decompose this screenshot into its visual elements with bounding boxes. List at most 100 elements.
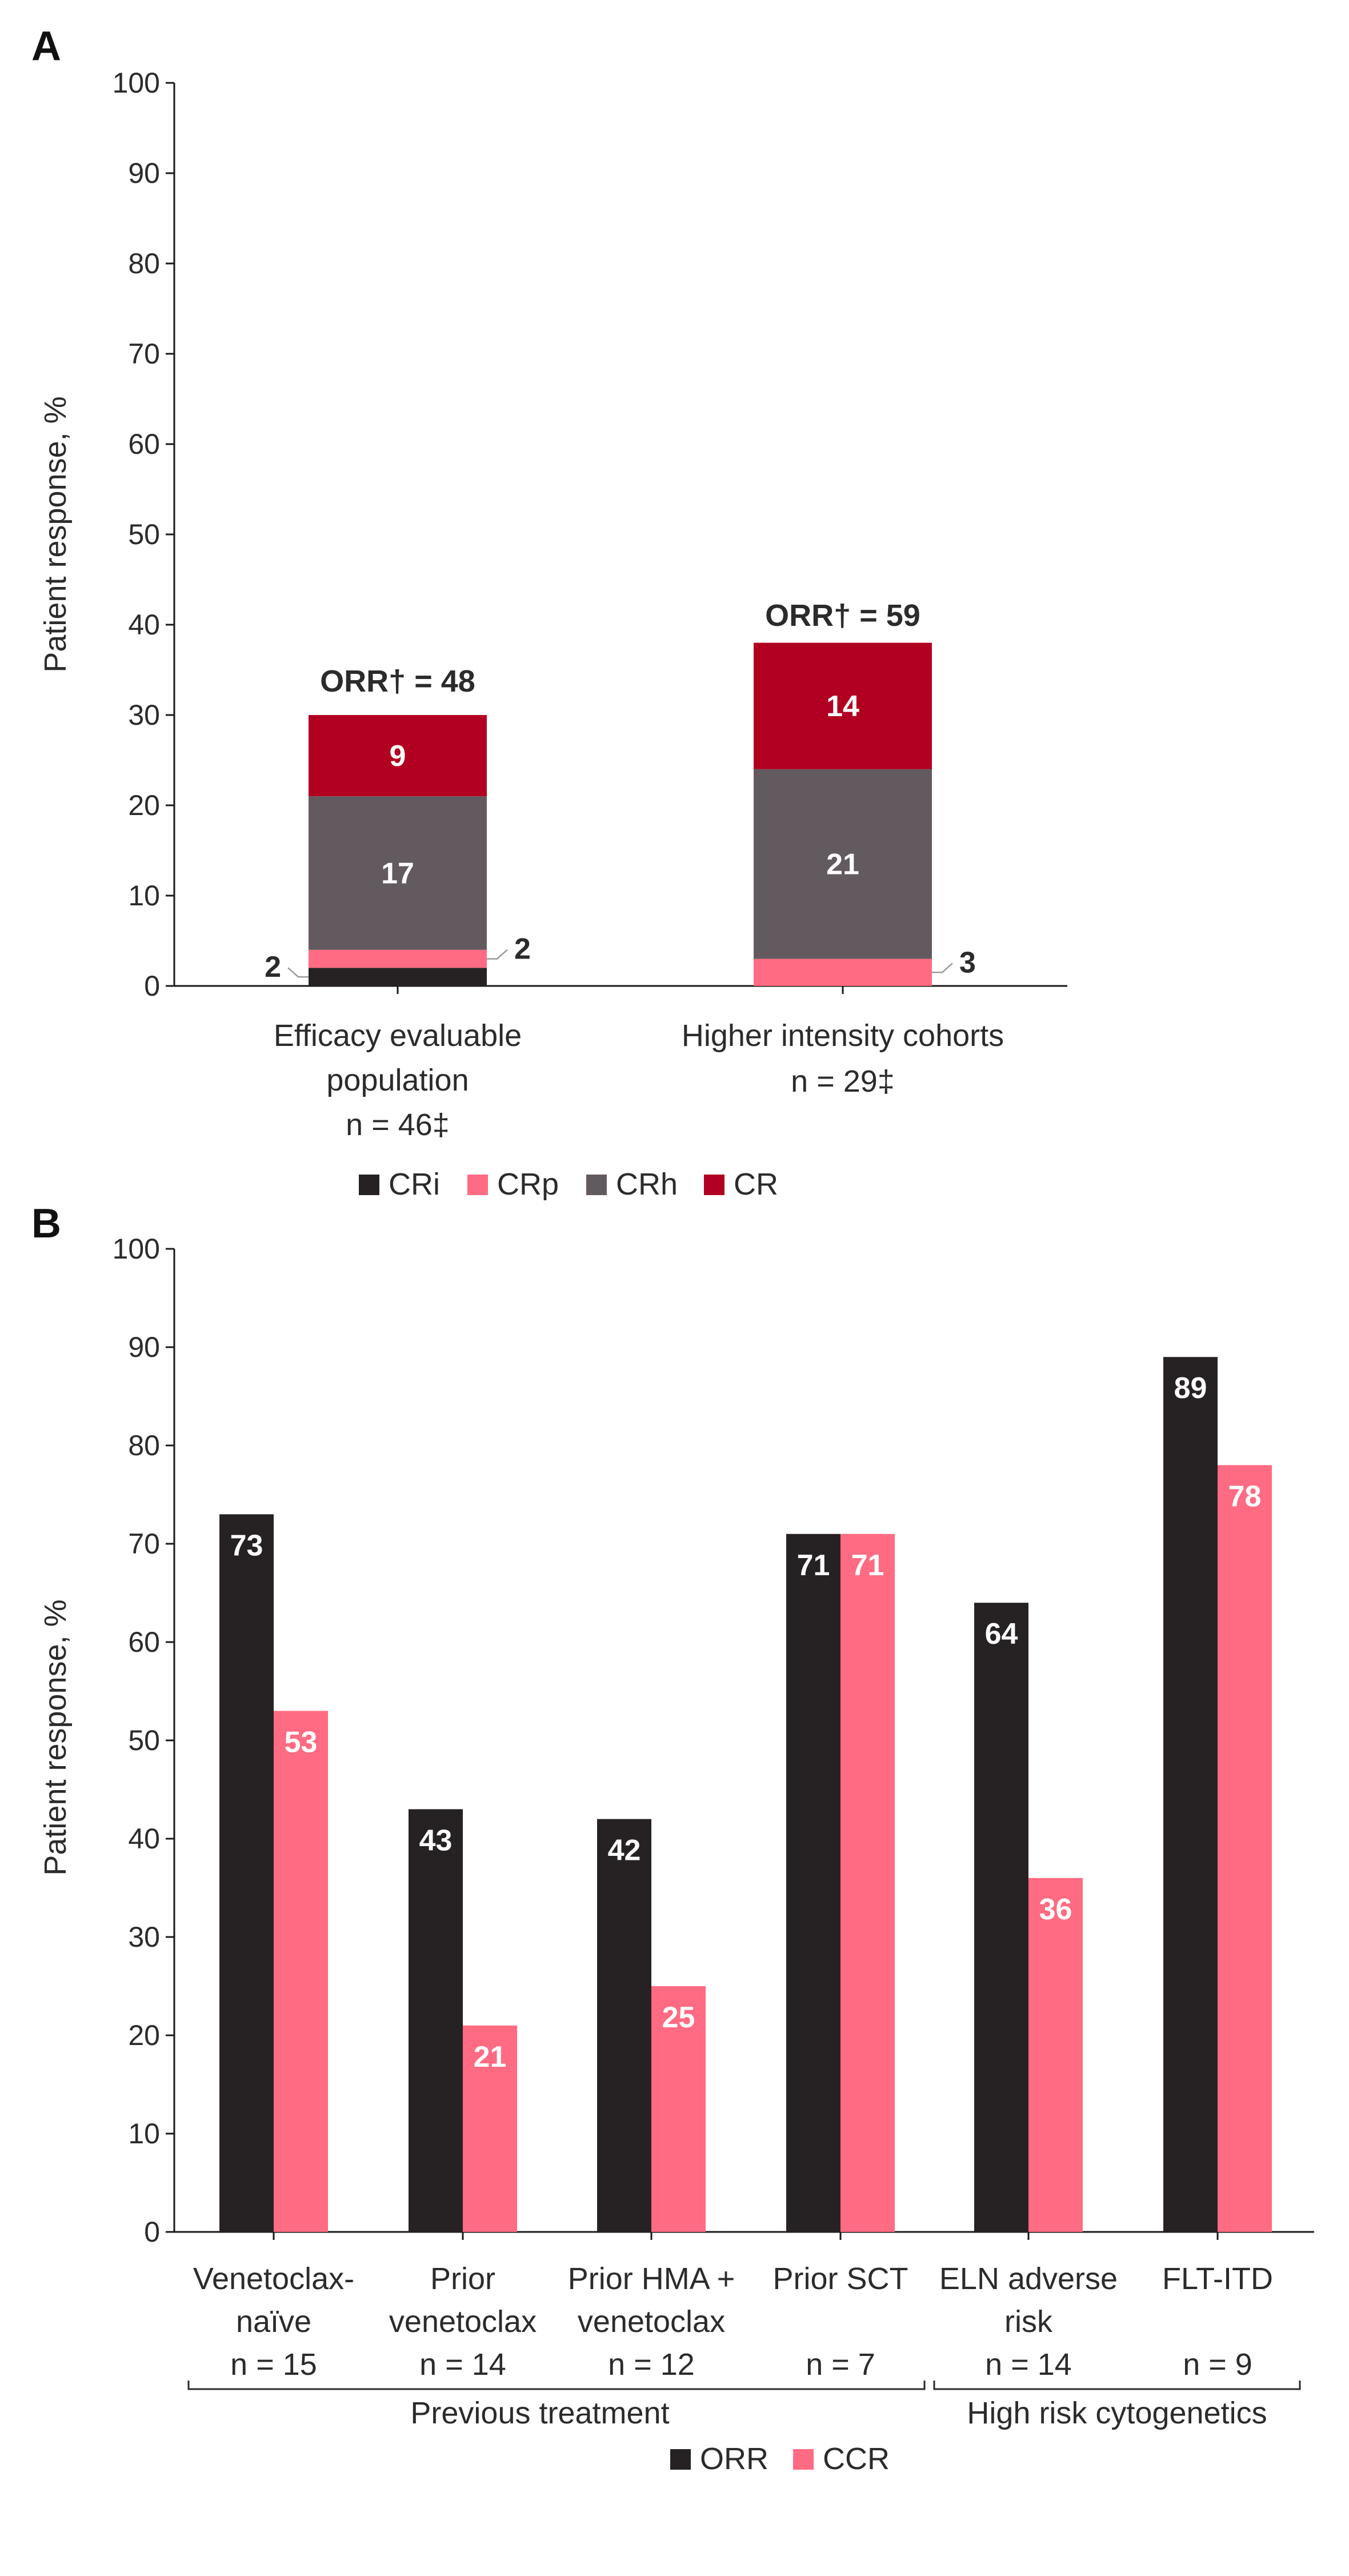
bar-ccr-cat3 [840, 1533, 895, 2232]
data-label-crp-cat0: 2 [514, 933, 531, 966]
leader-line-crp-cat1 [932, 962, 953, 973]
panel-b-chart: B Patient response, % 0 10 20 30 40 50 60 70 80 9… [31, 1201, 1314, 2476]
data-label-crp-cat1: 3 [959, 946, 976, 979]
data-label-orr-cat5: 89 [1174, 1372, 1207, 1405]
panel-b-y-axis: 0 10 20 30 40 50 60 70 80 90 100 [113, 1233, 174, 2248]
bar-orr-cat1 [409, 1809, 463, 2232]
bar-orr-cat3 [786, 1533, 840, 2232]
panel-a-y-tick-label: 30 [128, 699, 160, 731]
bar-orr-cat5 [1163, 1357, 1218, 2232]
group-label-previous-treatment: Previous treatment [410, 2396, 669, 2430]
panel-b-y-tick-label: 100 [113, 1233, 160, 1265]
bar-segment-crh-cat1 [754, 769, 932, 959]
bar-segment-cr-cat1 [754, 642, 932, 769]
group-label-high-risk-cytogenetics: High risk cytogenetics [967, 2396, 1267, 2430]
bar-ccr-cat1 [463, 2025, 517, 2232]
bar-segment-crp-cat0 [309, 949, 487, 968]
orr-annotation-efficacy: ORR† = 48 [320, 664, 475, 698]
panel-b-y-tick-label: 50 [128, 1724, 160, 1756]
leader-line-cri-cat0 [287, 967, 309, 978]
panel-b-y-tick-label: 90 [128, 1331, 160, 1363]
bar-orr-cat0 [219, 1514, 274, 2232]
legend-swatch-cri [359, 1175, 379, 1195]
legend-label-crp: CRp [497, 1167, 559, 1200]
data-label-cr-cat0: 9 [390, 740, 406, 773]
panel-a-chart: A Patient response, % 0 10 20 30 40 50 60 70 80 9… [31, 23, 1067, 1200]
panel-b-y-axis-title: Patient response, % [38, 1599, 73, 1875]
panel-b-legend: ORR CCR [670, 2442, 890, 2476]
panel-b-y-tick-label: 60 [128, 1626, 160, 1658]
category-label-flt-itd-n: n = 9 [1183, 2347, 1252, 2382]
data-label-crh-cat0: 17 [381, 857, 414, 890]
bar-orr-cat4 [974, 1603, 1028, 2232]
data-label-ccr-cat3: 71 [851, 1549, 884, 1582]
legend-swatch-orr [670, 2449, 691, 2470]
leader-line-crp-cat0 [487, 949, 508, 960]
legend-swatch-crp [467, 1175, 488, 1195]
data-label-ccr-cat0: 53 [285, 1726, 318, 1759]
data-label-crh-cat1: 21 [826, 848, 859, 881]
bar-ccr-cat2 [651, 1986, 706, 2232]
orr-annotation-higher-intensity: ORR† = 59 [765, 598, 920, 633]
legend-label-ccr: CCR [823, 2442, 890, 2476]
category-label-venetoclax-naive-line1: Venetoclax- [193, 2262, 354, 2296]
legend-swatch-crh [586, 1175, 607, 1195]
panel-a-y-tick-label: 70 [128, 338, 160, 370]
panel-b-y-tick-label: 70 [128, 1528, 160, 1560]
panel-a-y-tick-label: 100 [113, 67, 160, 99]
category-label-prior-venetoclax-line1: Prior [430, 2262, 495, 2296]
data-label-ccr-cat1: 21 [474, 2040, 507, 2074]
legend-swatch-ccr [793, 2449, 814, 2470]
panel-b-bars: 73 53 43 21 42 25 71 71 64 36 89 78 [219, 1357, 1272, 2240]
category-label-prior-venetoclax-line2: venetoclax [389, 2305, 537, 2339]
panel-a-y-axis: 0 10 20 30 40 50 60 70 80 90 100 [113, 67, 174, 1002]
category-label-venetoclax-naive-line2: naïve [236, 2305, 311, 2339]
data-label-orr-cat3: 71 [797, 1549, 830, 1582]
panel-a-y-tick-label: 90 [128, 157, 160, 189]
category-label-venetoclax-naive-n: n = 15 [230, 2347, 317, 2382]
bar-segment-crp-cat1 [754, 958, 932, 986]
panel-b-y-tick-label: 20 [128, 2019, 160, 2051]
category-label-prior-venetoclax-n: n = 14 [419, 2347, 506, 2382]
category-label-eln-adverse-n: n = 14 [985, 2347, 1072, 2382]
data-label-ccr-cat4: 36 [1039, 1893, 1072, 1926]
data-label-orr-cat4: 64 [985, 1618, 1018, 1651]
bar-orr-cat2 [597, 1819, 651, 2232]
category-label-flt-itd-line1: FLT-ITD [1162, 2262, 1273, 2296]
data-label-cr-cat1: 14 [826, 690, 859, 723]
panel-a-y-tick-label: 40 [128, 609, 160, 641]
category-label-higher-intensity-line1: Higher intensity cohorts [682, 1019, 1004, 1053]
panel-b-y-tick-label: 80 [128, 1429, 160, 1461]
data-label-ccr-cat2: 25 [662, 2001, 695, 2034]
legend-swatch-cr [704, 1175, 724, 1195]
group-bracket-high-risk-cytogenetics: High risk cytogenetics [933, 2381, 1301, 2430]
category-label-eln-adverse-line1: ELN adverse [939, 2262, 1118, 2296]
category-label-prior-sct-line1: Prior SCT [772, 2262, 908, 2296]
bar-segment-cri-cat0 [309, 968, 487, 986]
category-label-higher-intensity-n: n = 29‡ [791, 1064, 895, 1099]
category-label-prior-sct-n: n = 7 [806, 2347, 875, 2382]
category-label-prior-hma-venetoclax-n: n = 12 [608, 2347, 695, 2382]
data-label-cri-cat0: 2 [265, 950, 281, 984]
legend-label-crh: CRh [616, 1167, 678, 1200]
data-label-ccr-cat5: 78 [1228, 1480, 1262, 1513]
category-label-efficacy-n: n = 46‡ [346, 1108, 450, 1142]
panel-b-y-tick-label: 0 [144, 2216, 160, 2248]
panel-a-y-tick-label: 0 [144, 970, 160, 1002]
bar-segment-cr-cat0 [309, 715, 487, 797]
legend-label-cr: CR [734, 1167, 778, 1200]
legend-label-orr: ORR [700, 2442, 768, 2476]
panel-b-y-tick-label: 40 [128, 1823, 160, 1855]
panel-a-y-tick-label: 80 [128, 247, 160, 279]
panel-a-letter: A [31, 23, 61, 69]
panel-a-legend: CRi CRp CRh CR [359, 1167, 778, 1200]
bar-ccr-cat5 [1218, 1465, 1272, 2232]
category-label-prior-hma-venetoclax-line2: venetoclax [578, 2305, 725, 2339]
panel-b-letter: B [31, 1201, 61, 1247]
category-label-eln-adverse-line2: risk [1004, 2305, 1053, 2339]
panel-a-bars: 2 2 17 9 3 21 14 [265, 642, 976, 994]
bar-ccr-cat4 [1028, 1878, 1083, 2232]
panel-b-y-tick-label: 30 [128, 1921, 160, 1953]
panel-b-y-tick-label: 10 [128, 2118, 160, 2150]
panel-a-y-tick-label: 50 [128, 518, 160, 550]
